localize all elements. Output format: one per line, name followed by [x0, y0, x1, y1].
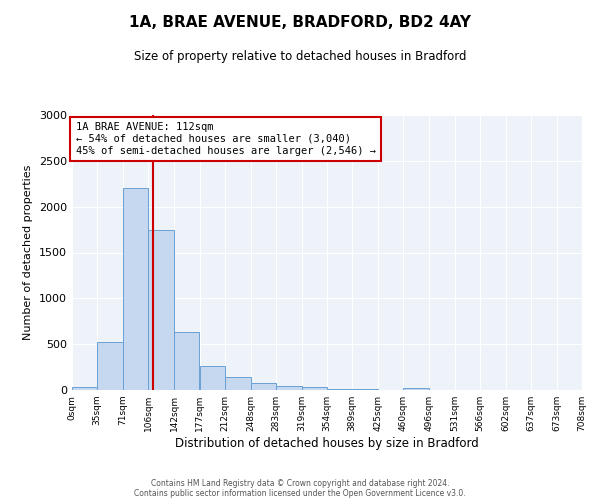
Text: Contains HM Land Registry data © Crown copyright and database right 2024.: Contains HM Land Registry data © Crown c…: [151, 478, 449, 488]
Bar: [97, 342, 123, 390]
Y-axis label: Number of detached properties: Number of detached properties: [23, 165, 34, 340]
Bar: [302, 387, 327, 390]
Bar: [276, 386, 302, 390]
Text: Size of property relative to detached houses in Bradford: Size of property relative to detached ho…: [134, 50, 466, 63]
X-axis label: Distribution of detached houses by size in Bradford: Distribution of detached houses by size …: [175, 437, 479, 450]
Text: Contains public sector information licensed under the Open Government Licence v3: Contains public sector information licen…: [134, 488, 466, 498]
Bar: [352, 388, 378, 390]
Bar: [251, 383, 276, 390]
Bar: [148, 230, 174, 390]
Bar: [327, 389, 352, 390]
Bar: [72, 387, 97, 390]
Bar: [199, 366, 225, 390]
Bar: [403, 388, 429, 390]
Bar: [225, 377, 251, 390]
Text: 1A BRAE AVENUE: 112sqm
← 54% of detached houses are smaller (3,040)
45% of semi-: 1A BRAE AVENUE: 112sqm ← 54% of detached…: [76, 122, 376, 156]
Bar: [123, 188, 148, 390]
Text: 1A, BRAE AVENUE, BRADFORD, BD2 4AY: 1A, BRAE AVENUE, BRADFORD, BD2 4AY: [129, 15, 471, 30]
Bar: [174, 332, 199, 390]
